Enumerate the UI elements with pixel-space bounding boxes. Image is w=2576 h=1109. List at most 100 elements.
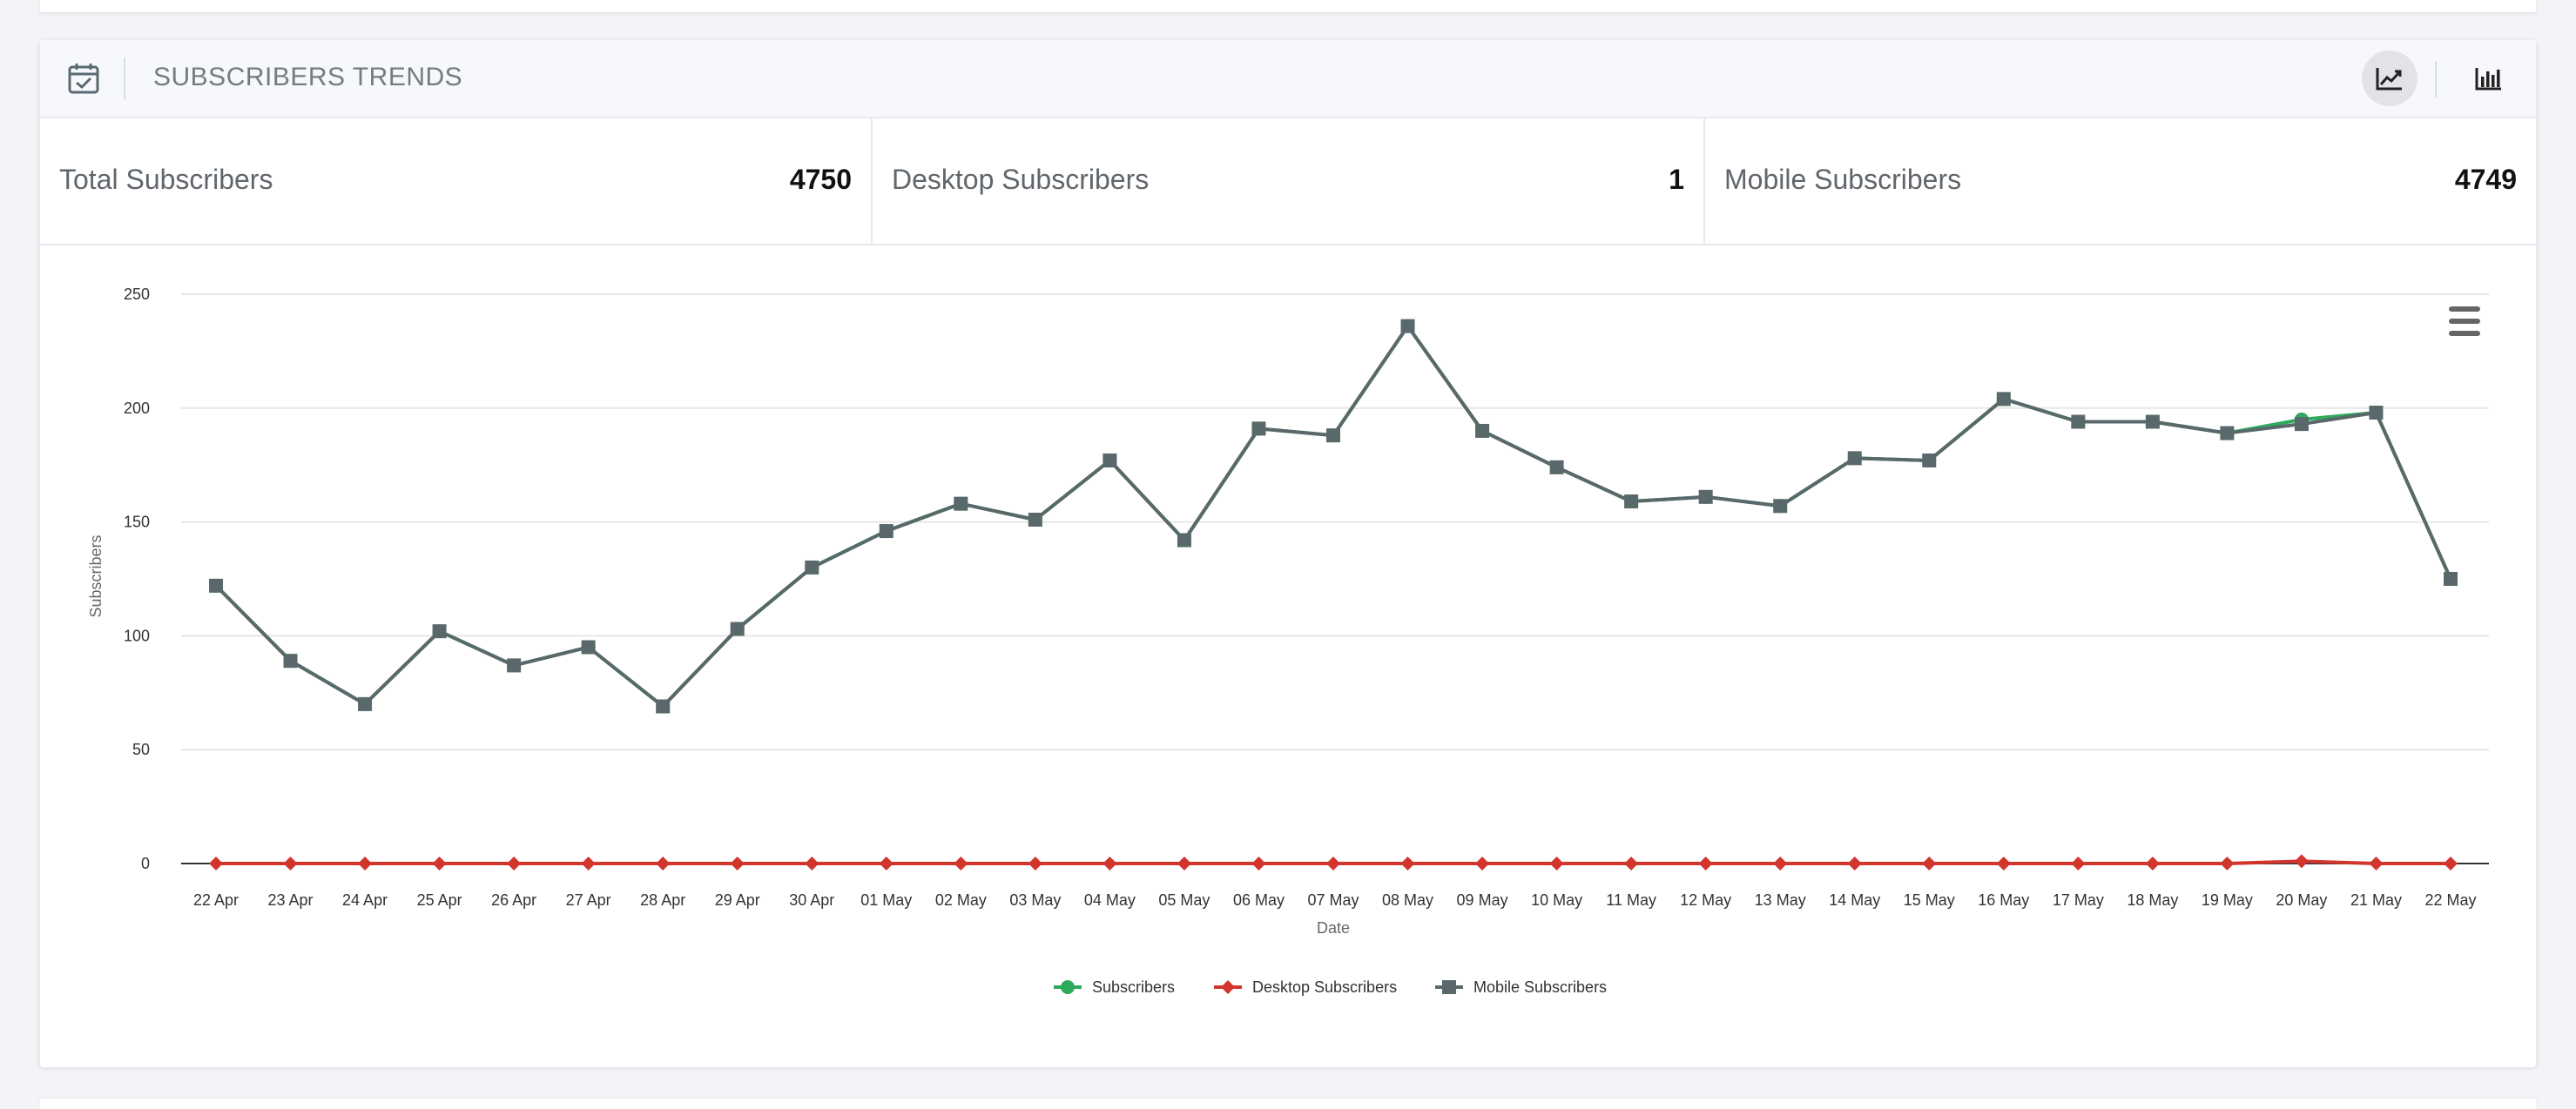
legend-label: Mobile Subscribers <box>1473 978 1607 996</box>
x-tick-label: 19 May <box>2202 891 2253 909</box>
data-point <box>954 857 968 870</box>
data-point <box>581 640 596 655</box>
data-point <box>1028 857 1042 870</box>
card-title: SUBSCRIBERS TRENDS <box>153 63 463 91</box>
x-tick-label: 07 May <box>1307 891 1359 909</box>
data-point <box>954 496 968 511</box>
x-tick-label: 22 Apr <box>193 891 239 909</box>
calendar-check-icon <box>68 64 99 94</box>
data-point <box>283 654 298 669</box>
data-point <box>1549 857 1564 870</box>
line-chart-icon <box>2376 68 2402 91</box>
data-point <box>2220 857 2235 870</box>
x-tick-label: 15 May <box>1904 891 1955 909</box>
data-point <box>1847 857 1862 870</box>
legend-label: Subscribers <box>1092 978 1175 996</box>
stat-mobile-subscribers: Mobile Subscribers 4749 <box>1705 118 2536 244</box>
subscribers-line-chart: 0 50 100 150 200 250 22 Apr 23 Apr 24 Apr 25 Apr 2… <box>87 286 2489 996</box>
data-point <box>805 560 819 575</box>
bar-chart-toggle-button[interactable] <box>2461 50 2517 106</box>
data-point <box>656 857 671 870</box>
hamburger-menu-icon[interactable] <box>2449 306 2480 336</box>
x-tick-label: 01 May <box>860 891 912 909</box>
data-point <box>358 857 373 870</box>
data-point <box>2071 414 2086 429</box>
subscribers-trends-card: SUBSCRIBERS TRENDS Total Subscribers 475… <box>40 40 2536 1067</box>
line-chart-toggle-button[interactable] <box>2362 50 2418 106</box>
data-point <box>1996 857 2011 870</box>
data-point <box>1475 423 1490 438</box>
data-point <box>1847 451 1862 466</box>
data-point <box>1549 460 1564 474</box>
x-tick-label: 02 May <box>935 891 987 909</box>
y-tick-label: 0 <box>141 855 150 872</box>
data-point <box>1177 857 1191 870</box>
bar-chart-icon <box>2475 68 2501 91</box>
x-tick-label: 21 May <box>2350 891 2402 909</box>
data-point <box>2369 857 2384 870</box>
x-tick-label: 27 Apr <box>566 891 611 909</box>
data-point <box>1922 857 1937 870</box>
data-point <box>2294 854 2309 869</box>
y-tick-label: 50 <box>132 741 150 758</box>
data-point <box>2145 414 2160 429</box>
data-point <box>1624 494 1639 509</box>
stat-desktop-subscribers: Desktop Subscribers 1 <box>873 118 1705 244</box>
data-point <box>1400 319 1415 333</box>
x-tick-label: 13 May <box>1755 891 1806 909</box>
data-point <box>1103 857 1117 870</box>
data-point <box>1922 453 1937 467</box>
x-tick-label: 18 May <box>2127 891 2178 909</box>
stat-value: 4750 <box>789 164 852 195</box>
data-point <box>1177 533 1191 548</box>
stat-label: Mobile Subscribers <box>1724 164 1962 195</box>
stat-label: Desktop Subscribers <box>892 164 1150 195</box>
data-point <box>507 658 522 673</box>
legend-marker <box>1061 980 1075 994</box>
data-point <box>1028 512 1042 527</box>
data-point <box>2145 857 2160 870</box>
y-tick-label: 200 <box>124 400 150 417</box>
data-point <box>2220 426 2235 440</box>
x-tick-label: 04 May <box>1084 891 1136 909</box>
x-tick-label: 22 May <box>2424 891 2476 909</box>
x-axis-title: Date <box>1317 919 1350 937</box>
x-tick-label: 23 Apr <box>268 891 314 909</box>
data-point <box>2444 857 2458 870</box>
y-tick-label: 250 <box>124 286 150 303</box>
x-tick-label: 20 May <box>2276 891 2327 909</box>
data-point <box>879 524 894 539</box>
data-point <box>1698 489 1713 504</box>
x-tick-label: 16 May <box>1978 891 2029 909</box>
header-divider <box>124 57 125 99</box>
data-point <box>209 578 223 593</box>
data-point <box>2294 417 2309 432</box>
x-tick-label: 05 May <box>1158 891 1210 909</box>
stats-row: Total Subscribers 4750 Desktop Subscribe… <box>40 118 2536 245</box>
x-tick-label: 26 Apr <box>491 891 536 909</box>
data-point <box>805 857 819 870</box>
data-point <box>507 857 522 870</box>
data-point <box>1400 857 1415 870</box>
x-tick-label: 25 Apr <box>417 891 462 909</box>
data-point <box>2071 857 2086 870</box>
x-tick-label: 10 May <box>1531 891 1582 909</box>
data-point <box>730 622 745 636</box>
data-point <box>879 857 894 870</box>
data-point <box>1624 857 1639 870</box>
x-tick-label: 14 May <box>1829 891 1880 909</box>
y-tick-label: 150 <box>124 514 150 531</box>
legend-marker <box>1221 980 1235 994</box>
data-point <box>209 857 223 870</box>
data-point <box>432 857 447 870</box>
x-tick-label: 08 May <box>1382 891 1433 909</box>
next-card-edge <box>40 1099 2536 1109</box>
legend-marker <box>1442 980 1456 994</box>
series-line-2 <box>214 324 2452 709</box>
data-point <box>1698 857 1713 870</box>
x-tick-label: 28 Apr <box>640 891 685 909</box>
previous-card-edge <box>40 0 2536 12</box>
data-point <box>1326 857 1340 870</box>
data-point <box>2369 406 2384 420</box>
stat-label: Total Subscribers <box>59 164 273 195</box>
